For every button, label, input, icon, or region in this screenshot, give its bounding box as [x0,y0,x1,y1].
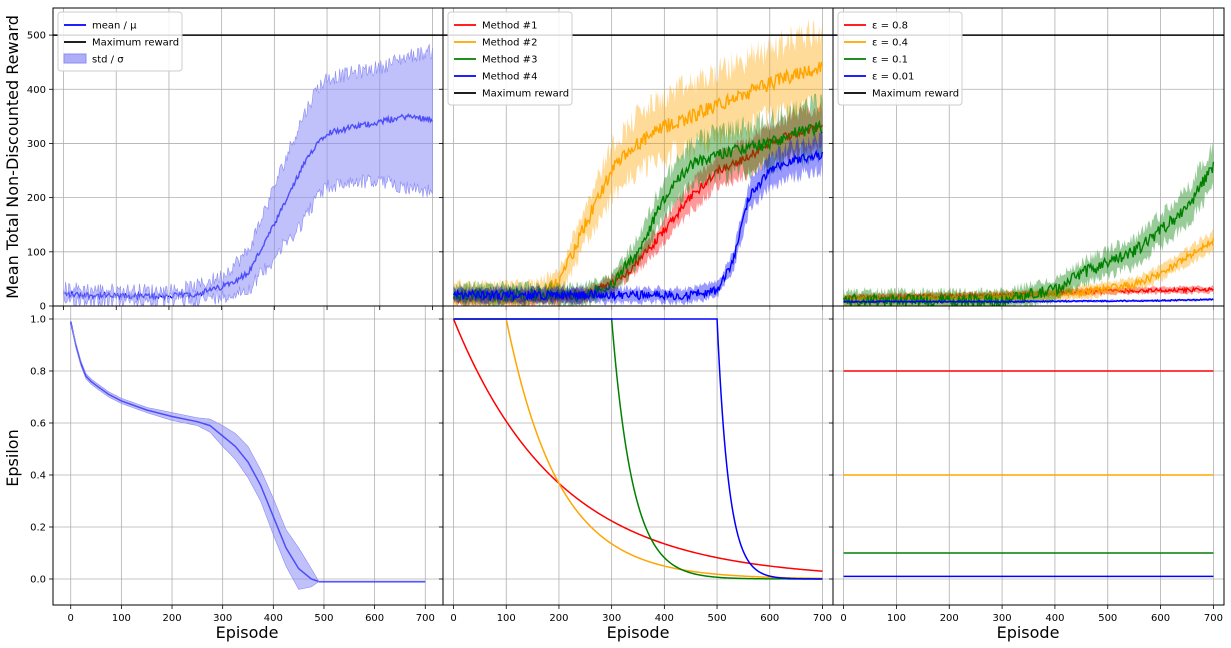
x-tick-label: 0 [450,613,456,624]
legend-entry: Maximum reward [482,89,569,100]
x-tick-label: 600 [365,613,384,624]
legend-entry: Method #3 [482,55,537,66]
legend-box [57,11,183,72]
chart-panel-eps_single: 0 100 200 300 400 500 600 700 0.0 0.2 0.4 0.6 0.8 1.0 [30,305,444,624]
series--0-8 [843,286,1214,302]
x-tick-label: 700 [813,613,832,624]
axes-frame [832,305,1225,606]
y-tick-label: 300 [27,139,46,150]
x-tick-label: 700 [416,613,435,624]
y-tick-label: 0.6 [30,419,46,430]
chart-panel-reward_methods: Method #1 Method #2 Method #3 Method #4 Maxi… [439,7,834,310]
series-method-1 [452,318,823,572]
legend-entry: ε = 0.1 [872,55,908,66]
y-tick-label: 100 [27,247,46,258]
y-tick-label: 1.0 [30,315,46,326]
y-tick-label: 0.8 [30,367,46,378]
series-method-4 [452,149,824,302]
legend-box [447,11,573,106]
series--0-01 [843,298,1214,304]
legend-entry: Method #2 [482,38,537,49]
x-tick-label: 100 [112,613,131,624]
chart-panel-reward_single: 0 100 200 300 400 500 mean / μ Maximum reward st… [27,7,444,313]
legend-entry: Maximum reward [872,89,959,100]
legend-box [837,11,963,106]
series-method-3 [452,119,823,304]
legend-entry: Maximum reward [92,38,179,49]
x-tick-label: 500 [708,613,727,624]
series-method-2 [453,318,823,580]
y-tick-label: 500 [27,31,46,42]
y-tick-label: 0.0 [30,575,46,586]
plot-area [443,18,833,306]
series-method-3-band [453,93,823,306]
x-tick-label: 300 [602,613,621,624]
x-axis-label-left: Episode [216,623,279,642]
plot-area [452,318,823,580]
x-tick-label: 0 [840,613,846,624]
x-tick-label: 500 [1098,613,1117,624]
x-tick-label: 200 [162,613,181,624]
legend: ε = 0.8 ε = 0.4 ε = 0.1 ε = 0.01 Maximum rew… [837,11,963,106]
y-tick-label: 0.2 [30,523,46,534]
plot-area [843,370,1214,578]
x-tick-label: 0 [68,613,74,624]
series-method-2-band [453,18,823,306]
x-axis-label-right: Episode [997,623,1060,642]
x-tick-label: 400 [655,613,674,624]
chart-panel-eps_methods: 0 100 200 300 400 500 600 700 [439,305,834,624]
y-tick-label: 0.4 [30,471,46,482]
y-axis-label-bottom: Epsilon [3,429,22,486]
legend: mean / μ Maximum reward std / σ [57,11,183,72]
x-tick-label: 600 [760,613,779,624]
x-tick-label: 100 [887,613,906,624]
legend: Method #1 Method #2 Method #3 Method #4 Maxi… [447,11,573,106]
y-tick-label: 0 [40,302,46,313]
x-tick-label: 400 [264,613,283,624]
series-method-4-band [453,131,823,306]
y-axis-label-top: Mean Total Non-Discounted Reward [3,15,22,299]
std-band [70,321,426,590]
x-tick-label: 200 [549,613,568,624]
legend-entry: ε = 0.01 [872,72,914,83]
x-tick-label: 100 [497,613,516,624]
y-tick-label: 200 [27,193,46,204]
x-tick-label: 300 [993,613,1012,624]
x-axis-label-middle: Episode [607,623,670,642]
x-tick-label: 200 [940,613,959,624]
x-tick-label: 400 [1045,613,1064,624]
legend-entry: std / σ [92,55,124,66]
legend-entry: ε = 0.4 [872,38,908,49]
legend-entry: Method #4 [482,72,537,83]
chart-panel-reward_eps: ε = 0.8 ε = 0.4 ε = 0.1 ε = 0.01 Maximum rew… [829,7,1225,310]
x-tick-label: 500 [314,613,333,624]
chart-panel-eps_fixed: 0 100 200 300 400 500 600 700 [829,305,1225,624]
plot-area [69,321,426,590]
legend-entry: mean / μ [92,21,137,32]
series-method-4 [453,318,823,580]
legend-swatch [63,53,87,64]
x-tick-label: 700 [1204,613,1223,624]
legend-entry: Method #1 [482,21,537,32]
y-tick-label: 400 [27,85,46,96]
std-band [63,43,433,306]
x-tick-label: 600 [1151,613,1170,624]
x-tick-label: 300 [213,613,232,624]
legend-entry: ε = 0.8 [872,21,908,32]
series--0-1-band [843,141,1214,306]
